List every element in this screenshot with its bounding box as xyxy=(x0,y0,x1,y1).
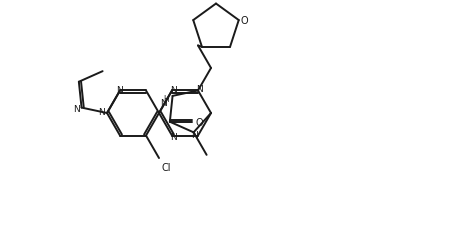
Text: N: N xyxy=(170,133,176,141)
Text: N: N xyxy=(160,99,167,108)
Text: H: H xyxy=(164,95,169,104)
Text: N: N xyxy=(191,130,198,139)
Text: O: O xyxy=(196,117,204,127)
Text: O: O xyxy=(241,16,248,26)
Text: Cl: Cl xyxy=(161,162,171,172)
Text: N: N xyxy=(116,86,122,94)
Text: N: N xyxy=(170,86,176,94)
Text: N: N xyxy=(73,105,80,114)
Text: N: N xyxy=(196,85,202,94)
Text: N: N xyxy=(98,108,105,117)
